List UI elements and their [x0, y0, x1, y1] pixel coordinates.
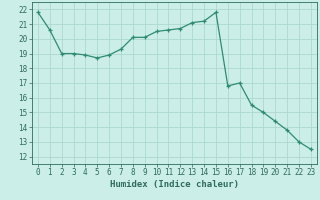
X-axis label: Humidex (Indice chaleur): Humidex (Indice chaleur) [110, 180, 239, 189]
